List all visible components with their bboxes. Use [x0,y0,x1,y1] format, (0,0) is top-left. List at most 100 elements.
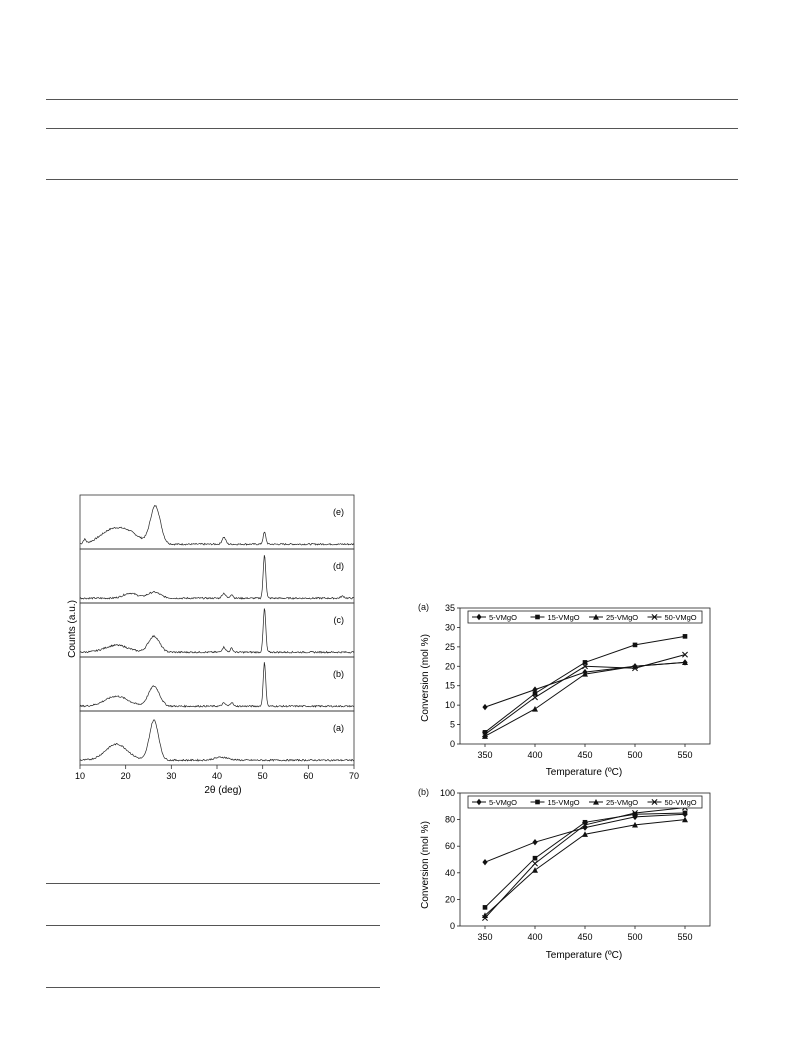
xrd-panel-frame [79,548,355,604]
xrd-x-tick-label: 60 [303,771,313,781]
x-tick-label: 450 [577,932,592,942]
data-point [582,660,588,665]
table2-header-rule [46,925,380,926]
data-point [632,642,638,648]
table-bottom-rule [46,179,738,180]
xrd-panel-label: (a) [333,723,344,733]
data-point [482,730,488,735]
xrd-panel-frame [79,710,355,766]
chart-a-ylabel: Conversion (mol %) [420,634,431,722]
y-tick-label: 25 [445,642,455,652]
data-point [532,855,538,861]
data-point [682,816,688,823]
panel-label-b: (b) [418,787,429,797]
y-tick-label: 10 [445,700,455,710]
data-point [482,905,488,910]
xrd-panel-label: (c) [334,615,345,625]
data-point [482,703,488,711]
legend-box [467,795,703,809]
xrd-pattern-trace [79,608,355,654]
data-point [632,665,638,672]
chart-b-xlabel: Temperature (ºC) [546,950,622,961]
y-tick-label: 0 [450,921,455,931]
xrd-x-ticks: 10 20 30 40 50 60 70 [75,765,359,781]
data-point [682,659,688,665]
data-point [682,634,688,639]
xrd-pattern-trace [79,662,355,708]
xrd-x-tick-label: 70 [349,771,359,781]
legend-label: 15-VMgO [548,613,580,622]
xrd-pattern-trace [79,719,355,762]
xrd-panels: (e) (d) (c) (b) (a) [79,494,355,766]
series-line [484,635,686,733]
x-tick-label: 500 [627,932,642,942]
y-tick-label: 80 [445,815,455,825]
data-point [632,821,638,828]
x-tick-label: 350 [477,932,492,942]
xrd-ylabel: Counts (a.u.) [67,600,78,658]
legend-box [467,610,703,624]
table-top-rule [46,99,738,100]
legend-label: 5-VMgO [489,798,517,807]
y-tick-label: 100 [440,788,455,798]
legend-label: 25-VMgO [606,798,638,807]
x-tick-label: 400 [527,750,542,760]
chart-a-plot: 0 5 10 15 20 25 30 35 350 400 450 500 550 5-VMgO 15-VM… [445,603,711,760]
y-tick-label: 20 [445,894,455,904]
data-point [535,614,540,620]
conversion-chart-a: (a) Conversion (mol %) Temperature (ºC) … [418,602,711,778]
xrd-panel-label: (b) [333,669,344,679]
legend: 5-VMgO 15-VMgO 25-VMgO 50-VMgO [467,610,703,624]
xrd-panel-label: (d) [333,561,344,571]
data-point [476,613,482,621]
y-tick-label: 30 [445,622,455,632]
xrd-x-tick-label: 20 [121,771,131,781]
xrd-x-tick-label: 10 [75,771,85,781]
data-point [532,860,538,867]
x-tick-label: 500 [627,750,642,760]
data-point [582,663,588,670]
data-point [651,614,658,620]
y-tick-label: 15 [445,681,455,691]
xrd-x-tick-label: 40 [212,771,222,781]
legend-label: 50-VMgO [665,613,697,622]
data-point [482,733,488,739]
data-point [582,671,588,677]
xrd-pattern-trace [79,504,355,546]
chart-a-xlabel: Temperature (ºC) [546,767,622,778]
y-tick-label: 40 [445,868,455,878]
data-point [482,731,488,738]
data-point [482,858,488,866]
data-point [582,821,588,828]
xrd-figure: (e) (d) (c) (b) (a) Counts (a.u.) 2θ (deg) 1… [67,494,359,796]
y-tick-label: 0 [450,739,455,749]
data-point [532,839,538,846]
y-tick-label: 35 [445,603,455,613]
xrd-xlabel: 2θ (deg) [204,785,241,796]
legend-label: 25-VMgO [606,613,638,622]
xrd-x-tick-label: 30 [166,771,176,781]
data-point [632,809,638,816]
xrd-panel-frame [79,494,355,550]
data-point [582,831,588,837]
data-point [582,819,588,825]
data-point [532,706,538,712]
data-point [482,915,488,922]
data-point [535,799,540,805]
legend-label: 50-VMgO [665,798,697,807]
xrd-pattern-trace [79,555,355,600]
data-point [532,867,538,873]
y-tick-label: 5 [450,720,455,730]
xrd-panel-label: (e) [333,507,344,517]
xrd-panel-frame [79,602,355,658]
x-tick-label: 400 [527,932,542,942]
data-point [532,691,538,696]
data-point [593,614,599,620]
conversion-chart-b: (b) Conversion (mol %) Temperature (ºC) … [418,787,711,961]
x-tick-label: 350 [477,750,492,760]
data-point [532,694,538,701]
x-tick-label: 550 [677,932,692,942]
table2-top-rule [46,883,380,884]
legend: 5-VMgO 15-VMgO 25-VMgO 50-VMgO [467,795,703,809]
legend-label: 5-VMgO [489,613,517,622]
